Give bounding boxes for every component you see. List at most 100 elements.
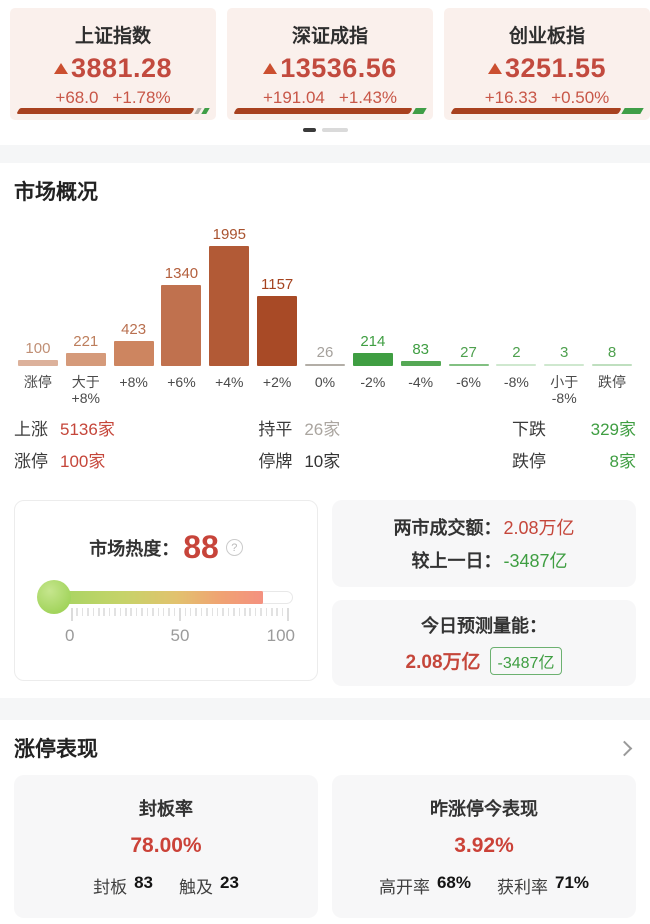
bar-value-label: 423 xyxy=(121,321,147,338)
gauge-axis-0: 0 xyxy=(65,626,75,645)
decline-segment xyxy=(201,108,210,114)
index-change-abs: +16.33 xyxy=(484,88,538,107)
turnover-value: 2.08万亿 xyxy=(503,518,575,538)
gauge-tick xyxy=(152,608,154,616)
advance-decline-bar xyxy=(16,108,210,114)
gauge-tick xyxy=(130,608,132,616)
gauge-tick xyxy=(206,608,208,616)
stat-pair: 触及 23 xyxy=(179,873,239,898)
index-change-pct: +1.43% xyxy=(338,88,398,107)
triangle-up-icon xyxy=(487,63,502,74)
gauge-axis-100: 100 xyxy=(266,626,296,645)
chart-bar xyxy=(65,353,106,366)
bar-value-label: 83 xyxy=(412,341,430,358)
stat-pair: 获利率 71% xyxy=(497,873,589,898)
stat-pair-label: 高开率 xyxy=(378,878,430,897)
index-card[interactable]: 上证指数 3881.28 +68.0 +1.78% xyxy=(10,8,216,120)
chart-x-labels: 涨停 大于 +8% +8% +6% +4% +2% 0% -2% -4% -6% -8% 小于 -8%… xyxy=(14,374,636,408)
forecast-title: 今日预测量能： xyxy=(421,615,547,636)
help-icon[interactable]: ? xyxy=(225,539,243,556)
gauge-tick xyxy=(227,608,230,616)
index-carousel: 上证指数 3881.28 +68.0 +1.78% 深证成指 13536.56 +191.0… xyxy=(0,0,650,120)
gauge-tick xyxy=(98,608,100,616)
index-change-pct: +0.50% xyxy=(551,88,610,107)
gauge-tick xyxy=(173,608,176,616)
decline-segment xyxy=(621,108,644,114)
chevron-right-icon[interactable] xyxy=(616,740,633,756)
stat-group: 跌停 8家 xyxy=(429,447,636,472)
limit-up-card-pct: 3.92% xyxy=(454,834,514,857)
index-name: 深证成指 xyxy=(291,26,368,47)
market-overview-title: 市场概况 xyxy=(14,181,98,204)
stat-value: 8家 xyxy=(609,452,636,471)
index-value: 13536.56 xyxy=(280,53,397,83)
gauge-tick xyxy=(119,608,122,616)
chart-x-label: +6% xyxy=(167,374,196,390)
gauge-track xyxy=(57,591,293,604)
limit-up-header[interactable]: 涨停表现 xyxy=(14,733,636,763)
stat-group: 停牌 10家 xyxy=(221,447,428,472)
gauge-tick xyxy=(92,608,95,616)
index-change-pct: +1.78% xyxy=(112,88,171,107)
chart-bar xyxy=(592,364,633,366)
forecast-card: 今日预测量能： 2.08万亿 -3487亿 xyxy=(332,600,636,686)
stat-group: 下跌 329家 xyxy=(429,415,636,440)
index-value-row: 3251.55 xyxy=(487,53,607,84)
chart-bar xyxy=(209,246,250,366)
advance-segment xyxy=(450,108,622,114)
stat-value: 100家 xyxy=(60,452,106,471)
stat-value: 329家 xyxy=(590,420,636,439)
gauge-tick xyxy=(168,608,170,616)
gauge-tick xyxy=(81,608,84,616)
gauge-tick xyxy=(135,608,138,616)
gauge-tick xyxy=(276,608,278,616)
stat-group: 持平 26家 xyxy=(221,415,428,440)
stat-pair-label: 获利率 xyxy=(497,878,548,897)
bar-value-label: 8 xyxy=(607,344,617,361)
turnover-value: -3487亿 xyxy=(503,551,568,571)
stat-label: 上涨 xyxy=(14,420,48,439)
stat-pair-label: 封板 xyxy=(93,878,128,897)
index-change-abs: +68.0 xyxy=(55,88,99,107)
gauge-tick xyxy=(108,608,111,616)
chart-column: 221 xyxy=(62,333,110,366)
chart-bar xyxy=(113,341,154,366)
limit-up-card-title: 封板率 xyxy=(139,799,193,819)
index-value: 3251.55 xyxy=(504,53,607,83)
chart-column: 2 xyxy=(492,344,540,366)
gauge-tick xyxy=(189,608,192,616)
stat-group: 上涨 5136家 xyxy=(14,415,221,440)
triangle-up-icon xyxy=(53,63,68,74)
limit-up-card-title: 昨涨停今表现 xyxy=(430,799,538,819)
stat-label: 停牌 xyxy=(258,452,293,471)
stat-label: 涨停 xyxy=(14,452,48,471)
gauge-tick xyxy=(103,608,105,616)
stats-row: 上涨 5136家 持平 26家 下跌 329家 xyxy=(14,415,636,440)
bar-value-label: 1340 xyxy=(164,265,199,282)
chart-column: 214 xyxy=(349,333,397,366)
triangle-up-icon xyxy=(263,63,278,74)
chart-bar xyxy=(352,353,393,366)
index-card[interactable]: 深证成指 13536.56 +191.04 +1.43% xyxy=(227,8,433,120)
gauge-tick xyxy=(281,608,284,616)
chart-x-label: 0% xyxy=(314,374,336,390)
stat-pair-value: 68% xyxy=(436,873,471,892)
bar-value-label: 100 xyxy=(25,340,51,357)
stat-pair-label: 触及 xyxy=(179,878,213,897)
gauge-tick xyxy=(200,608,203,616)
stat-pair-value: 71% xyxy=(555,873,590,892)
advance-segment xyxy=(233,108,413,114)
gauge-fill xyxy=(57,591,263,604)
pagination-dot-active[interactable] xyxy=(302,128,316,132)
pagination-dot[interactable] xyxy=(321,128,348,132)
chart-x-label: 大于 +8% xyxy=(71,374,100,407)
bar-value-label: 1157 xyxy=(261,276,294,293)
chart-column: 27 xyxy=(445,344,493,366)
index-card[interactable]: 创业板指 3251.55 +16.33 +0.50% xyxy=(444,8,650,120)
bar-value-label: 3 xyxy=(560,344,569,361)
gauge-tick xyxy=(162,608,165,616)
stat-label: 下跌 xyxy=(511,420,546,439)
gauge-tick xyxy=(211,608,214,616)
gauge-tick xyxy=(216,608,219,616)
heat-label: 市场热度： xyxy=(89,538,180,559)
